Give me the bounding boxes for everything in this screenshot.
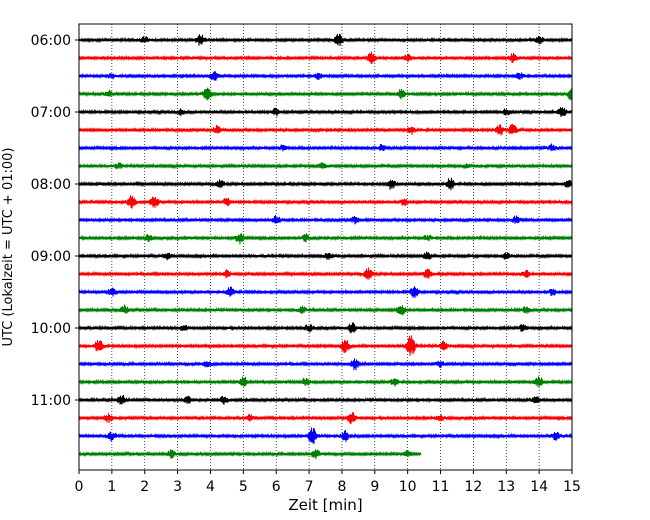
x-tick-label: 2: [140, 479, 149, 495]
x-tick-label: 13: [497, 479, 515, 495]
x-tick-label: 9: [370, 479, 379, 495]
plot-frame: [78, 23, 573, 471]
y-tick-label: 09:00: [31, 249, 71, 265]
x-tick-label: 7: [305, 479, 314, 495]
x-tick-label: 0: [75, 479, 84, 495]
x-tick-label: 4: [206, 479, 215, 495]
y-tick-label: 10:00: [31, 321, 71, 337]
x-tick-label: 15: [563, 479, 581, 495]
x-tick-label: 11: [432, 479, 450, 495]
x-tick-label: 8: [337, 479, 346, 495]
y-tick-label: 07:00: [31, 105, 71, 121]
x-axis-ticks: 0 1 2 3 4 5 6 7 8 9 10 11 12 13 14 15: [75, 470, 581, 495]
x-tick-label: 10: [399, 479, 417, 495]
y-tick-label: 06:00: [31, 33, 71, 49]
y-axis-ticks: 06:00 07:00 08:00 09:00 10:00 11:00: [31, 33, 79, 409]
y-axis-label: UTC (Lokalzeit = UTC + 01:00): [1, 148, 16, 347]
x-tick-label: 12: [464, 479, 482, 495]
y-tick-label: 11:00: [31, 393, 71, 409]
x-tick-label: 5: [239, 479, 248, 495]
x-tick-label: 6: [272, 479, 281, 495]
grid-lines: [111, 24, 540, 470]
x-tick-label: 1: [107, 479, 116, 495]
y-tick-label: 08:00: [31, 177, 71, 193]
x-tick-label: 3: [173, 479, 182, 495]
seismic-traces: [78, 33, 573, 460]
x-tick-label: 14: [530, 479, 548, 495]
x-axis-label: Zeit [min]: [288, 496, 362, 514]
